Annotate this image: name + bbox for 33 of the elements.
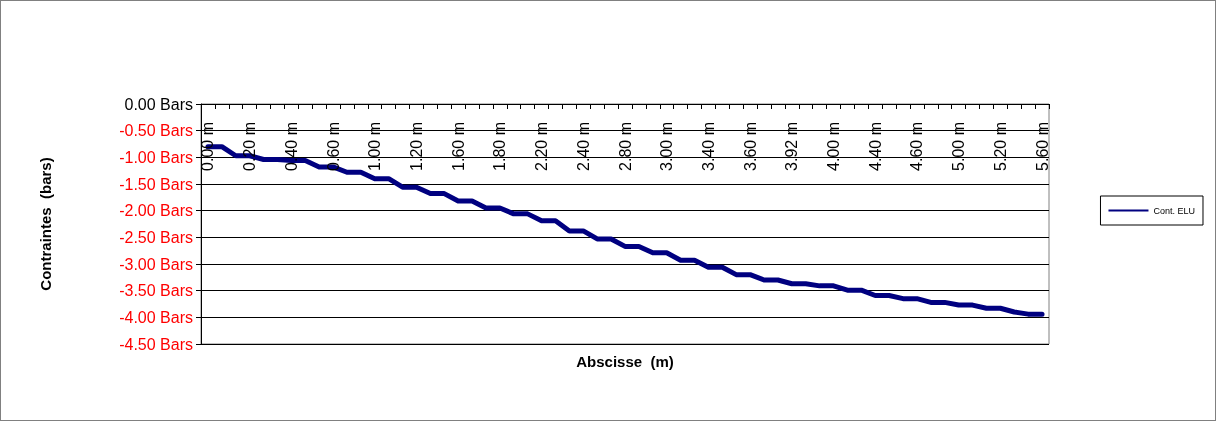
y-tick-label: -1.50 Bars (119, 175, 193, 193)
x-tick-label: 5.60 m (1033, 122, 1051, 171)
x-tick-label: 4.00 m (825, 122, 843, 171)
x-tick-label: 3.40 m (699, 122, 717, 171)
x-tick-label: 1.60 m (449, 122, 467, 171)
y-tick-label: -0.50 Bars (119, 122, 193, 140)
x-tick-label: 5.20 m (991, 122, 1009, 171)
x-tick-label: 3.00 m (658, 122, 676, 171)
y-tick-label: -4.00 Bars (119, 308, 193, 326)
y-tick-label: -4.50 Bars (119, 335, 193, 353)
x-tick-label: 4.60 m (908, 122, 926, 171)
x-tick-label: 1.00 m (366, 122, 384, 171)
y-tick-label: -3.00 Bars (119, 255, 193, 273)
x-tick-label: 5.00 m (950, 122, 968, 171)
x-tick-label: 2.80 m (616, 122, 634, 171)
x-tick-label: 4.40 m (866, 122, 884, 171)
legend-label: Cont. ELU (1153, 205, 1196, 216)
y-tick-label: 0.00 Bars (124, 95, 193, 113)
x-tick-label: 0.20 m (241, 122, 259, 171)
x-tick-label: 0.60 m (324, 122, 342, 171)
x-tick-label: 1.20 m (407, 122, 425, 171)
y-axis-title: Contraintes (bars) (37, 157, 54, 291)
x-tick-label: 3.92 m (783, 122, 801, 171)
y-tick-label: -2.50 Bars (119, 228, 193, 246)
x-tick-label: 3.60 m (741, 122, 759, 171)
x-tick-label: 2.20 m (533, 122, 551, 171)
x-axis-title: Abscisse (m) (576, 353, 674, 370)
x-tick-label: 0.40 m (282, 122, 300, 171)
y-tick-label: -3.50 Bars (119, 282, 193, 300)
x-tick-label: 1.80 m (491, 122, 509, 171)
y-tick-label: -2.00 Bars (119, 202, 193, 220)
x-tick-label: 2.40 m (574, 122, 592, 171)
y-tick-label: -1.00 Bars (119, 148, 193, 166)
